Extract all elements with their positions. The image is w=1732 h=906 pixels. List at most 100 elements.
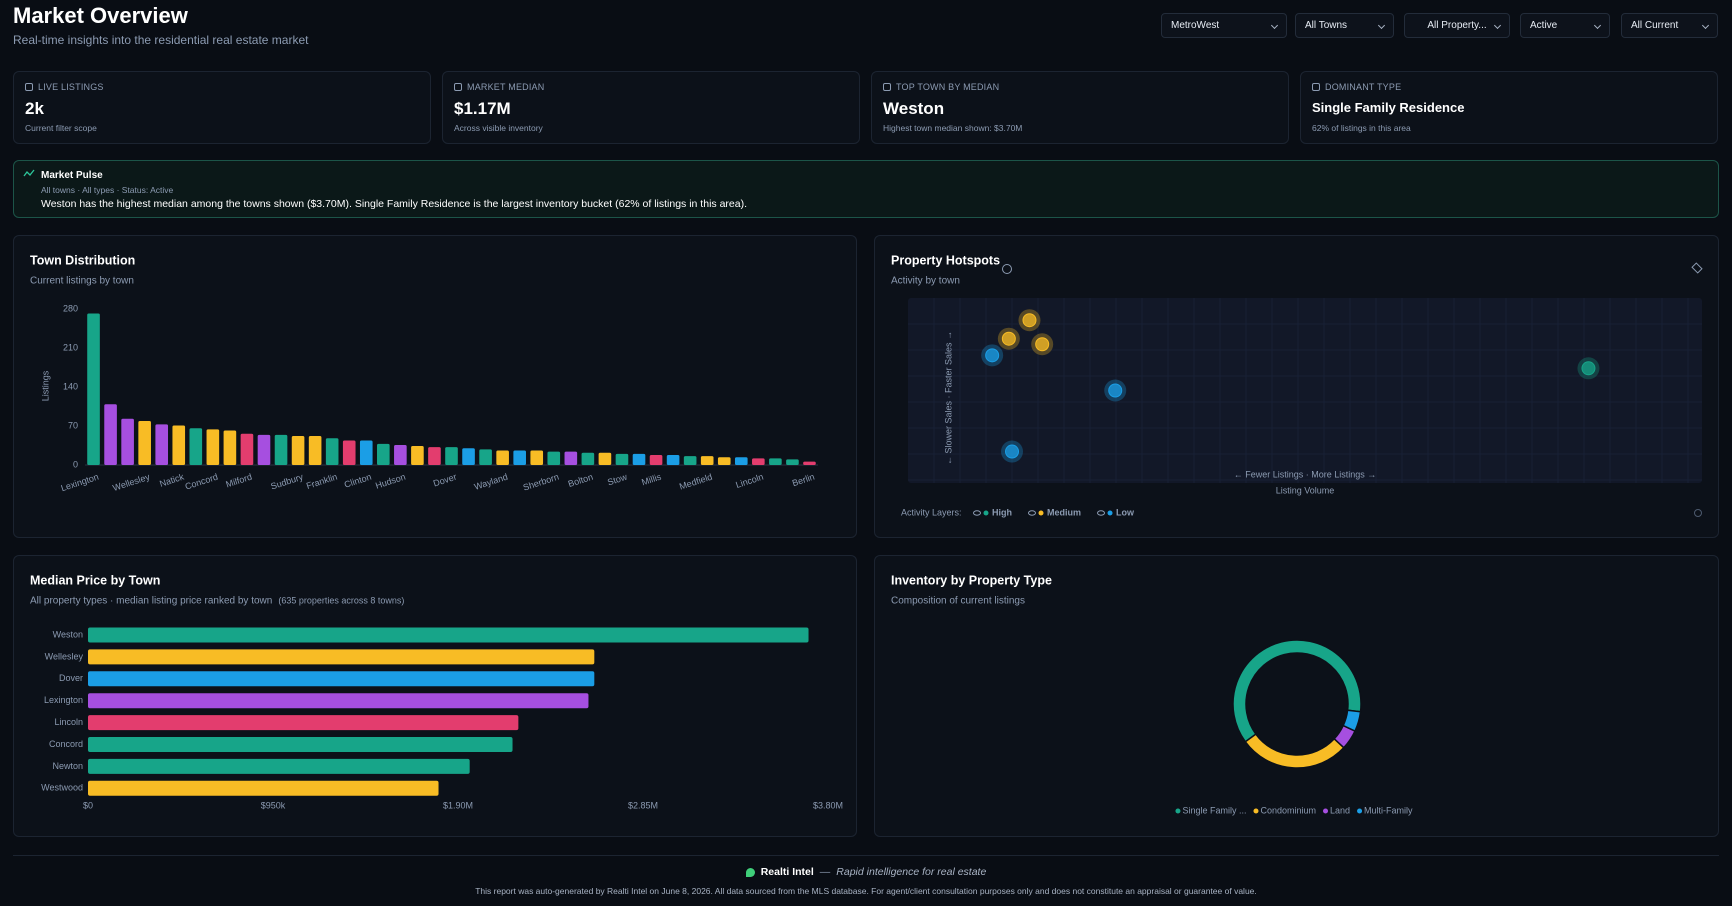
y-tick-label: Weston — [53, 629, 83, 639]
filter-dropdown[interactable]: All Towns — [1295, 13, 1394, 38]
legend-label: Land — [1330, 805, 1350, 815]
pulse-meta: All towns · All types · Status: Active — [41, 185, 174, 195]
info-icon — [1694, 509, 1702, 517]
hotspot — [1108, 383, 1123, 398]
y-tick-label: Wellesley — [45, 651, 84, 661]
x-tick-label: Franklin — [305, 472, 339, 491]
kpi-card: DOMINANT TYPE Single Family Residence 62% … — [1300, 71, 1718, 144]
bar — [121, 418, 134, 465]
bar — [786, 459, 799, 465]
bar — [377, 443, 390, 465]
bar — [325, 438, 339, 465]
panel — [13, 235, 857, 538]
legend-label: Condominium — [1260, 805, 1316, 815]
bar — [274, 434, 288, 465]
y-tick-label: Lexington — [44, 695, 83, 705]
x-tick-label: $950k — [261, 800, 286, 810]
chart-subtitle: Activity by town — [891, 276, 960, 287]
legend-label: Multi-Family — [1364, 805, 1413, 815]
x-tick-label: Wayland — [473, 472, 509, 492]
bar — [598, 452, 612, 465]
legend-swatch — [1253, 808, 1259, 814]
y-tick-label: 210 — [63, 342, 78, 352]
kpi-value: 2k — [25, 99, 44, 118]
filter-dropdown[interactable]: Active — [1520, 13, 1610, 38]
y-tick-label: 280 — [63, 303, 78, 313]
x-axis-label: Listing Volume — [1276, 485, 1335, 495]
legend-swatch — [1038, 510, 1044, 516]
footer-tagline: Rapid intelligence for real estate — [836, 866, 987, 878]
bar — [428, 447, 441, 465]
donut-segment — [1244, 733, 1345, 769]
kpi-card: TOP TOWN BY MEDIAN Weston Highest town med… — [871, 71, 1289, 144]
bar — [155, 424, 169, 465]
legend-swatch — [1107, 510, 1113, 516]
plot-area — [908, 298, 1702, 483]
bar — [257, 434, 271, 465]
bar — [462, 448, 475, 465]
legend-swatch — [1357, 808, 1363, 814]
x-tick-label: $0 — [83, 800, 93, 810]
legend-eye — [1097, 510, 1106, 516]
footer-dash: — — [819, 866, 831, 878]
bar — [769, 458, 782, 465]
info-icon — [1002, 264, 1012, 274]
filter-dropdown[interactable]: All Property... — [1404, 13, 1510, 38]
footer-logo — [745, 867, 755, 877]
chart-note: (635 properties across 8 towns) — [278, 595, 404, 605]
kpi-label: DOMINANT TYPE — [1325, 82, 1402, 92]
page-subtitle: Real-time insights into the residential … — [13, 33, 309, 47]
bar — [445, 447, 458, 465]
kpi-label: TOP TOWN BY MEDIAN — [896, 82, 1000, 92]
page-title: Market Overview — [13, 3, 188, 28]
legend-swatch — [983, 510, 989, 516]
kpi-card: MARKET MEDIAN $1.17M Across visible invent… — [442, 71, 860, 144]
chart-subtitle: All property types · median listing pric… — [30, 596, 272, 607]
bar — [479, 449, 492, 465]
chart-subtitle: Current listings by town — [30, 276, 134, 287]
bar — [88, 758, 470, 774]
bar — [683, 456, 697, 465]
bar — [88, 715, 519, 731]
legend-swatch — [1175, 808, 1181, 814]
y-tick-label: Dover — [59, 673, 83, 683]
kpi-note: Current filter scope — [25, 123, 97, 133]
bar — [615, 453, 629, 465]
bar — [206, 429, 220, 465]
bar — [342, 440, 356, 465]
bar — [496, 450, 509, 465]
filter-dropdown[interactable]: MetroWest — [1161, 13, 1287, 38]
bar — [803, 461, 816, 465]
x-tick-label: Natick — [158, 471, 185, 488]
bar — [513, 450, 526, 465]
x-tick-label: $2.85M — [628, 800, 658, 810]
x-tick-label: Medfield — [678, 472, 713, 492]
bar — [734, 457, 748, 465]
x-tick-label: $1.90M — [443, 800, 473, 810]
hotspot — [985, 348, 1000, 363]
panel — [874, 555, 1719, 837]
x-tick-label: Berlin — [791, 472, 816, 489]
bar — [291, 436, 305, 465]
bar — [359, 440, 373, 465]
bar — [88, 780, 439, 796]
x-tick-label: Lexington — [60, 472, 100, 494]
y-tick-label: Westwood — [41, 783, 83, 793]
legend-label: Medium — [1047, 507, 1081, 517]
footer-brand: Realti Intel — [760, 866, 814, 878]
kpi-value: Single Family Residence — [1312, 100, 1465, 115]
filter-dropdown[interactable]: All Current — [1621, 13, 1718, 38]
y-tick-label: Lincoln — [54, 717, 83, 727]
legend-eye — [973, 510, 981, 516]
legend: Single Family ... Condominium Land Multi-Fa… — [1175, 805, 1413, 815]
bar — [581, 452, 595, 465]
pulse-text: Weston has the highest median among the … — [41, 198, 747, 210]
bar — [666, 454, 680, 465]
donut-segment — [1232, 639, 1362, 743]
x-axis-note: ← Fewer Listings · More Listings → — [1234, 469, 1377, 479]
kpi-card: LIVE LISTINGS 2k Current filter scope — [13, 71, 431, 144]
bar — [308, 436, 322, 465]
bar — [394, 444, 407, 465]
